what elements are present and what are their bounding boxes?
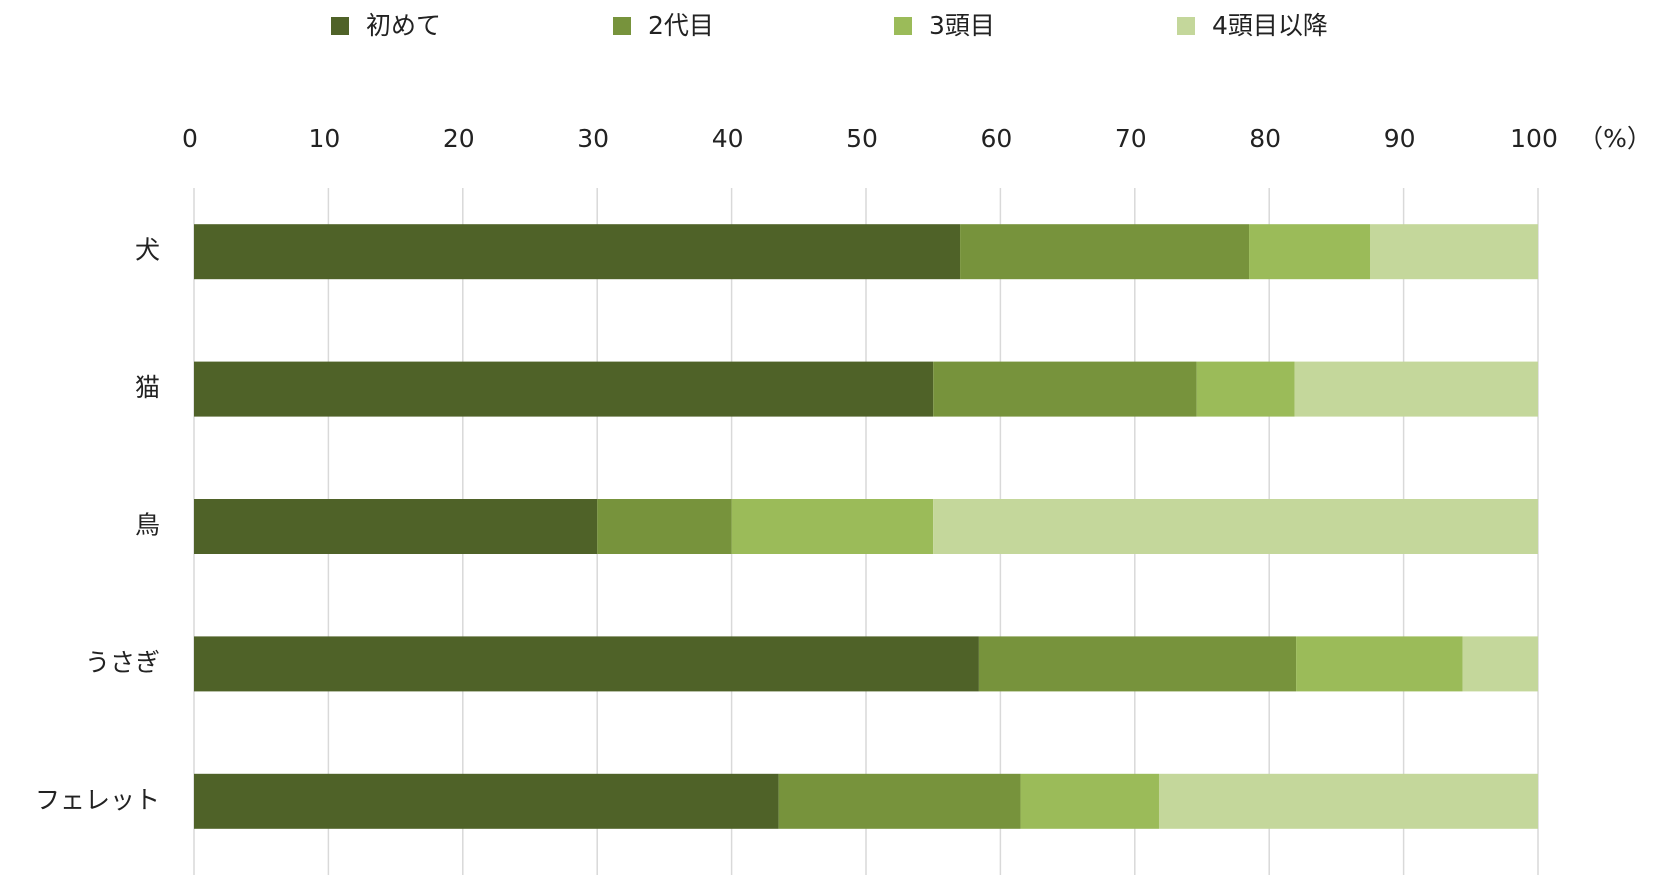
x-tick-label: 70: [1115, 124, 1147, 153]
bar-segment: [1196, 361, 1295, 417]
x-tick-label: 10: [308, 124, 340, 153]
bar-segment: [933, 499, 1538, 554]
bar-segment: [194, 499, 598, 554]
bar-segment: [194, 636, 979, 692]
x-tick-label: 0: [182, 124, 198, 153]
x-tick-label: 30: [577, 124, 609, 153]
y-tick-label: フェレット: [35, 785, 160, 814]
bar-segment: [194, 224, 961, 280]
legend-label: 2代目: [648, 11, 714, 40]
y-tick-label: 犬: [135, 236, 160, 265]
x-tick-label: 50: [846, 124, 878, 153]
bar-segment: [1249, 224, 1370, 280]
legend-swatch: [1177, 17, 1195, 35]
bar-segment: [978, 636, 1297, 692]
legend-swatch: [894, 17, 912, 35]
x-tick-label: 100: [1510, 124, 1558, 153]
x-tick-label: 40: [712, 124, 744, 153]
x-tick-label: 90: [1384, 124, 1416, 153]
bar-segment: [1020, 773, 1159, 829]
legend-label: 4頭目以降: [1212, 11, 1328, 40]
legend-swatch: [331, 17, 349, 35]
bar-segment: [1296, 636, 1463, 692]
legend-swatch: [613, 17, 631, 35]
x-tick-label: 20: [443, 124, 475, 153]
y-tick-label: 鳥: [135, 511, 160, 540]
bar-segment: [1462, 636, 1538, 692]
y-tick-label: うさぎ: [85, 648, 160, 677]
bar-segment: [1370, 224, 1538, 280]
bar-segment: [1158, 773, 1538, 829]
x-tick-label: 80: [1249, 124, 1281, 153]
bar-segment: [960, 224, 1250, 280]
bar-segment: [933, 361, 1197, 417]
legend-label: 3頭目: [929, 11, 995, 40]
bar-segment: [194, 361, 934, 417]
y-tick-label: 猫: [135, 373, 160, 402]
bar-segment: [194, 773, 779, 829]
bar-segment: [731, 499, 934, 554]
bar-segment: [597, 499, 732, 554]
bar-segment: [1294, 361, 1538, 417]
bar-segment: [778, 773, 1021, 829]
x-axis-label: （%）: [1578, 124, 1652, 153]
x-tick-label: 60: [980, 124, 1012, 153]
legend-label: 初めて: [366, 11, 441, 40]
